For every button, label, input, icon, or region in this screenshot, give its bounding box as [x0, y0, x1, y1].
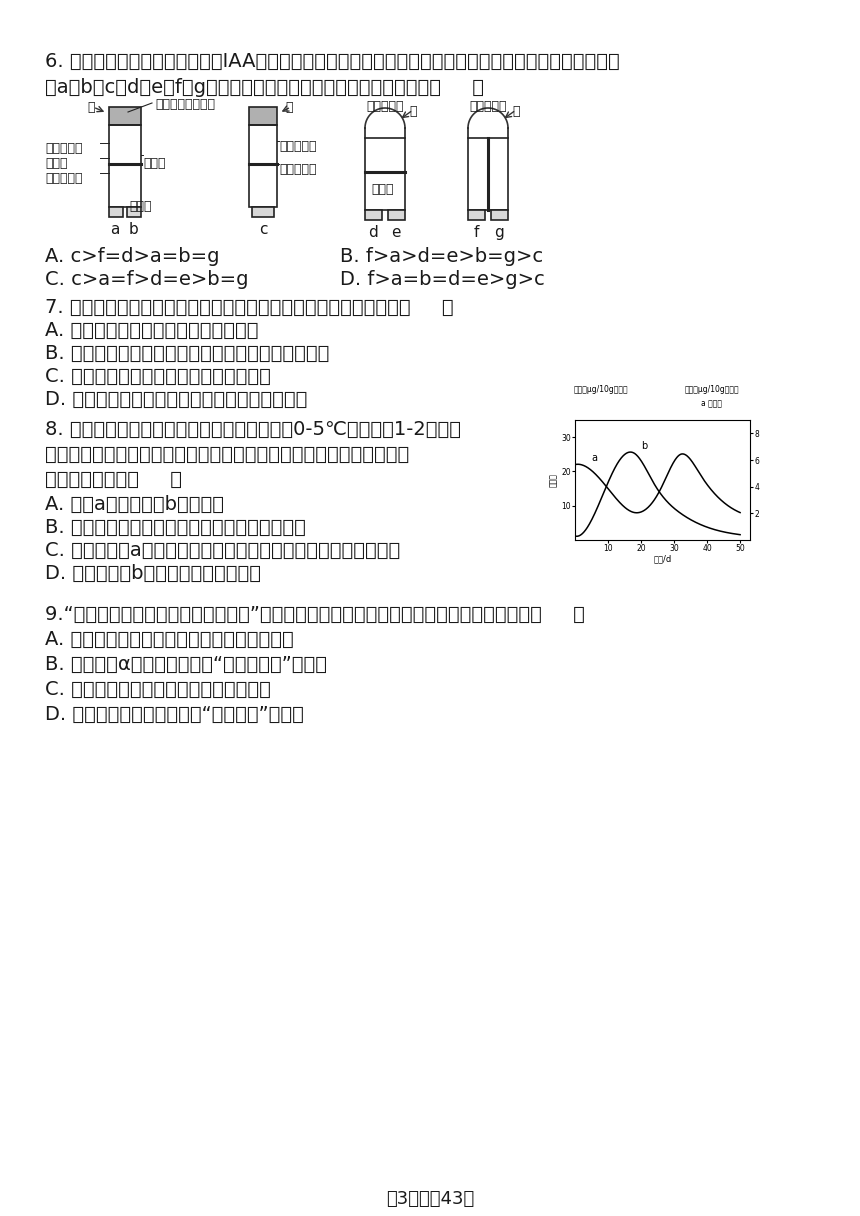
Bar [109, 107, 141, 125]
Bar [109, 207, 123, 216]
Text: 形态学上端: 形态学上端 [279, 163, 316, 176]
Text: B. f>a>d=e>b=g>c: B. f>a>d=e>b=g>c [340, 247, 544, 266]
Text: f: f [473, 225, 479, 240]
Bar [127, 207, 141, 216]
Bar [249, 125, 277, 207]
Bar [249, 107, 277, 125]
Bar [468, 137, 508, 210]
Bar [252, 207, 274, 216]
Bar [388, 210, 405, 220]
Bar [491, 210, 508, 220]
Text: 6. 假设如图图中两个含生长素（IAA）的琦脂块和两个胚节鞘尖端所产生的生长素含量相同，则一段时间后: 6. 假设如图图中两个含生长素（IAA）的琦脂块和两个胚节鞘尖端所产生的生长素含… [45, 52, 620, 71]
Text: 含量（μg/10g干重）: 含量（μg/10g干重） [685, 384, 739, 394]
Text: 形态学下端: 形态学下端 [45, 171, 83, 185]
Text: d: d [368, 225, 378, 240]
Bar [468, 210, 485, 220]
Text: 云母片: 云母片 [45, 157, 67, 170]
Text: 对a、b、c、d、e、f、g空白琦脂块中的含生长素量的分析正确的是（     ）: 对a、b、c、d、e、f、g空白琦脂块中的含生长素量的分析正确的是（ ） [45, 78, 484, 97]
Bar [365, 210, 382, 220]
Text: C. 适时打顶去心，可使植株多开花多结果: C. 适时打顶去心，可使植株多开花多结果 [45, 680, 271, 699]
Text: b: b [641, 441, 648, 451]
Text: 胚芽鞘尖端: 胚芽鞘尖端 [470, 100, 507, 113]
Text: g: g [494, 225, 504, 240]
Text: b: b [129, 223, 138, 237]
Text: 第3页，全43页: 第3页，全43页 [386, 1190, 474, 1207]
Text: a 脱落酸: a 脱落酸 [701, 399, 722, 409]
Text: D. f>a=b=d=e>g>c: D. f>a=b=d=e>g>c [340, 270, 544, 289]
Text: 胚芽鞘: 胚芽鞘 [143, 157, 165, 170]
Text: e: e [391, 225, 401, 240]
Bar [109, 125, 141, 207]
Text: a: a [592, 454, 598, 463]
Text: 云母片: 云母片 [129, 199, 151, 213]
Bar [365, 137, 405, 210]
Text: 8. 将休眠状态的某植物种子与湿沙混合后放在0-5℃的低温下1-2个月，: 8. 将休眠状态的某植物种子与湿沙混合后放在0-5℃的低温下1-2个月， [45, 420, 461, 439]
Text: C. 较高浓度的a与较高浓度的生长素喷洒果实可以达到相同的效果: C. 较高浓度的a与较高浓度的生长素喷洒果实可以达到相同的效果 [45, 541, 400, 561]
Text: 光: 光 [512, 105, 519, 118]
Text: 光: 光 [285, 101, 292, 114]
Text: 形态学下端: 形态学下端 [279, 140, 316, 153]
Text: A. c>f=d>a=b=g: A. c>f=d>a=b=g [45, 247, 219, 266]
Text: 含量（μg/10g干重）: 含量（μg/10g干重） [574, 384, 629, 394]
Text: D. 乙烯和脱落酸可协同调节“瓜熟萨落”的过程: D. 乙烯和脱落酸可协同调节“瓜熟萨落”的过程 [45, 705, 304, 724]
Text: A. 小麦细胞内的光敏色素能感知光信号: A. 小麦细胞内的光敏色素能感知光信号 [45, 321, 259, 340]
Text: 可使种子提前萌发。处理过程中两种激素含量的变化情况如图所示。有: 可使种子提前萌发。处理过程中两种激素含量的变化情况如图所示。有 [45, 445, 409, 465]
Text: 形态学上端: 形态学上端 [45, 142, 83, 154]
Text: c: c [259, 223, 267, 237]
Text: C. 和小麦类似的植物通常在春末夏初开花: C. 和小麦类似的植物通常在春末夏初开花 [45, 367, 271, 385]
Text: C. c>a=f>d=e>b=g: C. c>a=f>d=e>b=g [45, 270, 249, 289]
Text: a: a [110, 223, 120, 237]
Text: 云母片: 云母片 [371, 182, 394, 196]
Text: 7. 小麦需要日照长度达到一定值才能开花，下面相关说法错误的是（     ）: 7. 小麦需要日照长度达到一定值才能开花，下面相关说法错误的是（ ） [45, 298, 453, 317]
Text: B. 种子的休眠、萌发与植物激素有着密切的关系: B. 种子的休眠、萌发与植物激素有着密切的关系 [45, 518, 306, 537]
Text: 含生长素的琼脂块: 含生长素的琼脂块 [155, 98, 215, 111]
Text: 9.“引来繁华缀满枝，瓜熟萨落也有时”是多种植物激素相互作用的结果。下列分析错误的是（     ）: 9.“引来繁华缀满枝，瓜熟萨落也有时”是多种植物激素相互作用的结果。下列分析错误… [45, 606, 585, 624]
Text: B. 适当喷洒α一萸乙酸可延长“繁华缀满枝”的时间: B. 适当喷洒α一萸乙酸可延长“繁华缀满枝”的时间 [45, 655, 327, 674]
Text: A. 图中a是脱落酸，b是赤霞素: A. 图中a是脱落酸，b是赤霞素 [45, 495, 224, 514]
Y-axis label: 赤霞素: 赤霞素 [550, 473, 558, 486]
Text: B. 光信号在细胞内通过信息传递系统被传导到细胞核: B. 光信号在细胞内通过信息传递系统被传导到细胞核 [45, 344, 329, 364]
Text: 胚芽鞘尖端: 胚芽鞘尖端 [366, 100, 403, 113]
Text: D. 较高浓度的b喷洒水稺可以提高产量: D. 较高浓度的b喷洒水稺可以提高产量 [45, 564, 261, 582]
X-axis label: 时间/d: 时间/d [654, 554, 672, 563]
Text: 光: 光 [87, 101, 95, 114]
Text: D. 长日照能提高细胞核内与开花有关的基因数量: D. 长日照能提高细胞核内与开花有关的基因数量 [45, 390, 307, 409]
Text: 关说法错误的是（     ）: 关说法错误的是（ ） [45, 471, 182, 489]
Text: 光: 光 [409, 105, 416, 118]
Text: A. 高浓度的生长素促进细胞伸长，使植株长高: A. 高浓度的生长素促进细胞伸长，使植株长高 [45, 630, 294, 649]
